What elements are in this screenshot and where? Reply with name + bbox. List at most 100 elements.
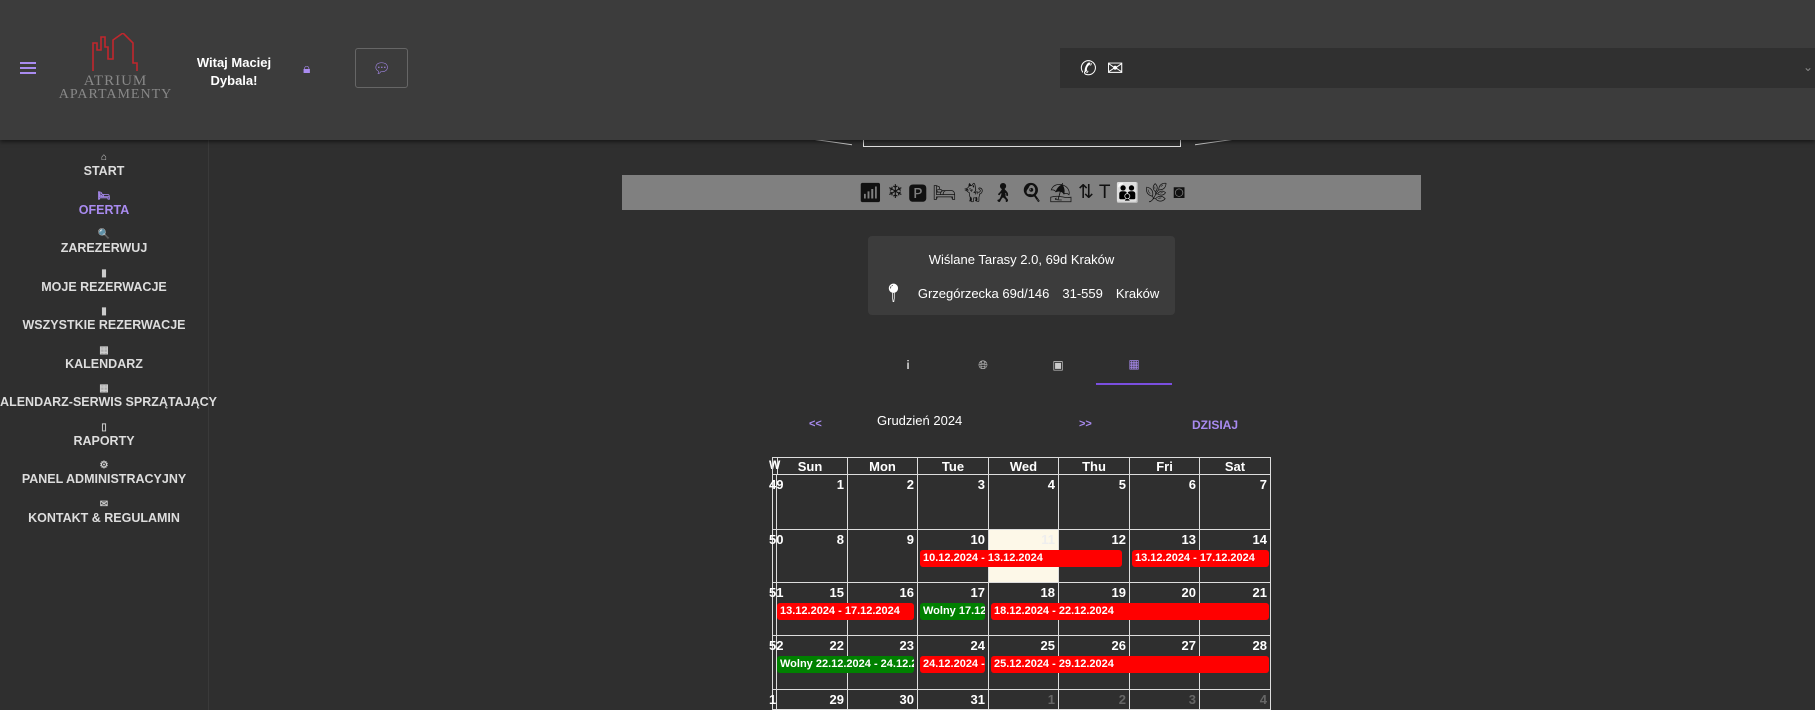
- logo[interactable]: Atrium Apartamenty: [58, 33, 173, 103]
- greeting-text: Witaj Maciej Dybala!: [196, 55, 272, 88]
- home-icon: ⌂: [100, 152, 108, 163]
- phone-icon[interactable]: ✆: [1080, 57, 1097, 80]
- day-header: Sat: [1199, 457, 1271, 475]
- info-icon: i: [906, 358, 910, 372]
- sidebar-item-label: KALENDARZ-SERWIS SPRZĄTAJĄCY: [0, 395, 217, 409]
- gear-icon: ⚙: [99, 460, 109, 471]
- book-icon: ▮: [101, 267, 107, 279]
- day-header: Tue: [917, 457, 989, 475]
- today-button[interactable]: DZISIAJ: [1192, 418, 1239, 432]
- sidebar-item-kalendarz[interactable]: ▦ KALENDARZ: [0, 343, 208, 382]
- sidebar-item-label: START: [83, 164, 125, 178]
- week-number: 50: [769, 532, 784, 547]
- day-cell[interactable]: 5: [1058, 474, 1130, 530]
- pets-icon: 🐈︎: [961, 182, 986, 204]
- sidebar-item-label: MOJE REZERWACJE: [41, 279, 167, 294]
- reservation-bar[interactable]: 18.12.2024 - 22.12.2024: [991, 603, 1269, 620]
- week-divider: [776, 582, 777, 636]
- reservation-bar[interactable]: Wolny 17.12: [920, 603, 985, 620]
- envelope-icon[interactable]: ✉: [1106, 57, 1124, 80]
- sidebar-item-label: ZAREZERWUJ: [60, 241, 148, 255]
- postcode: 31-559: [1062, 286, 1103, 301]
- contact-bar: ✆ ✉: [1060, 48, 1815, 88]
- week-divider: [776, 474, 777, 530]
- day-cell[interactable]: 3: [917, 474, 989, 530]
- reservation-bar[interactable]: 13.12.2024 - 17.12.2024: [1132, 550, 1269, 567]
- sidebar-item-label: PANEL ADMINISTRACYJNY: [21, 472, 187, 486]
- globe-icon: 🌐︎: [978, 357, 988, 372]
- calendar-icon: ▦: [99, 383, 109, 394]
- week-number: 1: [769, 692, 777, 707]
- top-header: Atrium Apartamenty Witaj Maciej Dybala! …: [0, 0, 1815, 140]
- street: Grzegórzecka 69d/146: [917, 286, 1050, 301]
- day-cell[interactable]: 3: [1129, 689, 1200, 710]
- document-icon: ▯: [101, 421, 107, 433]
- lock-icon[interactable]: 🔒︎: [303, 60, 311, 76]
- month-title: Grudzień 2024: [877, 413, 963, 428]
- sidebar-item-label: WSZYSTKIE REZERWACJE: [22, 318, 186, 332]
- kitchen-icon: 🍳︎: [1019, 182, 1044, 204]
- week-divider: [776, 529, 777, 583]
- sidebar-item-label: RAPORTY: [73, 433, 135, 448]
- sidebar-item-zarezerwuj[interactable]: 🔍 ZAREZERWUJ: [0, 227, 208, 266]
- search-icon: 🔍: [97, 229, 111, 240]
- sidebar-item-panel-administracyjny[interactable]: ⚙ PANEL ADMINISTRACYJNY: [0, 458, 208, 497]
- calendar-icon: ▦: [99, 344, 109, 356]
- bed-icon: 🛏: [97, 190, 111, 202]
- day-header: Sun: [772, 457, 848, 475]
- hairdryer-icon: T: [1098, 181, 1111, 203]
- day-cell[interactable]: 4: [988, 474, 1059, 530]
- week-header-label: W: [769, 458, 781, 472]
- washing-machine-icon: ◙: [1173, 181, 1185, 203]
- day-cell[interactable]: 9: [847, 529, 918, 583]
- reservation-bar[interactable]: 25.12.2024 - 29.12.2024: [991, 656, 1269, 673]
- prev-month-button[interactable]: <<: [809, 418, 822, 430]
- amenities-bar: 📶︎ ❄ 🅿︎ 🛏︎ 🐈︎ 🚶︎ 🍳︎ ⛱︎ ⇅ T 👪︎ 🌿︎ ◙: [622, 175, 1421, 210]
- chat-button[interactable]: 💬︎: [355, 48, 408, 88]
- day-cell[interactable]: 6: [1129, 474, 1200, 530]
- tab-info[interactable]: i: [870, 345, 946, 385]
- tabs: i 🌐︎ ▣ ▦: [870, 345, 1176, 385]
- reservation-bar[interactable]: 13.12.2024 - 17.12.2024: [777, 603, 914, 620]
- reservation-bar[interactable]: 10.12.2024 - 13.12.2024: [920, 550, 1123, 567]
- day-cell[interactable]: 7: [1199, 474, 1271, 530]
- sidebar-item-start[interactable]: ⌂ START: [0, 150, 208, 189]
- tab-calendar[interactable]: ▦: [1096, 345, 1172, 385]
- gallery-frame: [863, 134, 1181, 147]
- sidebar-item-kalendarz-serwis-sprzątający[interactable]: ▦ KALENDARZ-SERWIS SPRZĄTAJĄCY: [0, 381, 217, 420]
- day-cell[interactable]: 2: [1058, 689, 1130, 710]
- sidebar-item-label: KONTAKT & REGULAMIN: [28, 510, 180, 525]
- day-cell[interactable]: 30: [847, 689, 918, 710]
- day-cell[interactable]: 29: [772, 689, 848, 710]
- elevator-icon: ⇅: [1077, 182, 1094, 203]
- day-cell[interactable]: 2: [847, 474, 918, 530]
- day-cell[interactable]: 4: [1199, 689, 1271, 710]
- hamburger-menu-icon[interactable]: [20, 62, 36, 74]
- sidebar: ⌂ START 🛏 OFERTA 🔍 ZAREZERWUJ ▮ MOJE REZERWACJE…: [0, 140, 217, 710]
- week-number: 52: [769, 638, 784, 653]
- chevron-down-icon[interactable]: ⌄: [1802, 60, 1813, 74]
- bed-icon: 🛏︎: [932, 182, 957, 204]
- tab-gallery[interactable]: ▣: [1020, 345, 1096, 385]
- tab-map[interactable]: 🌐︎: [945, 345, 1021, 385]
- map-pin-icon: 📍︎: [882, 283, 905, 303]
- reservation-bar[interactable]: Wolny 22.12.2024 - 24.12.2024: [777, 656, 914, 673]
- next-month-button[interactable]: >>: [1079, 418, 1092, 430]
- sidebar-item-kontakt-regulamin[interactable]: ✉ KONTAKT & REGULAMIN: [0, 497, 208, 536]
- address-card: Wiślane Tarasy 2.0, 69d Kraków 📍︎ Grzegó…: [868, 236, 1175, 315]
- reservation-bar[interactable]: 24.12.2024 - 25.12.2024: [920, 656, 985, 673]
- week-number: 51: [769, 585, 784, 600]
- envelope-icon: ✉: [99, 498, 109, 510]
- sidebar-item-label: KALENDARZ: [65, 356, 143, 371]
- day-cell[interactable]: 31: [917, 689, 989, 710]
- day-cell[interactable]: 1: [988, 689, 1059, 710]
- walking-icon: 🚶︎: [990, 182, 1015, 204]
- day-header: Fri: [1129, 457, 1200, 475]
- family-icon: 👪︎: [1115, 182, 1140, 204]
- sidebar-item-label: OFERTA: [78, 202, 130, 217]
- sidebar-item-moje-rezerwacje[interactable]: ▮ MOJE REZERWACJE: [0, 266, 208, 305]
- sidebar-item-wszystkie-rezerwacje[interactable]: ▮ WSZYSTKIE REZERWACJE: [0, 304, 208, 343]
- book-icon: ▮: [101, 306, 107, 317]
- sidebar-item-oferta[interactable]: 🛏 OFERTA: [0, 189, 208, 228]
- sidebar-item-raporty[interactable]: ▯ RAPORTY: [0, 420, 208, 459]
